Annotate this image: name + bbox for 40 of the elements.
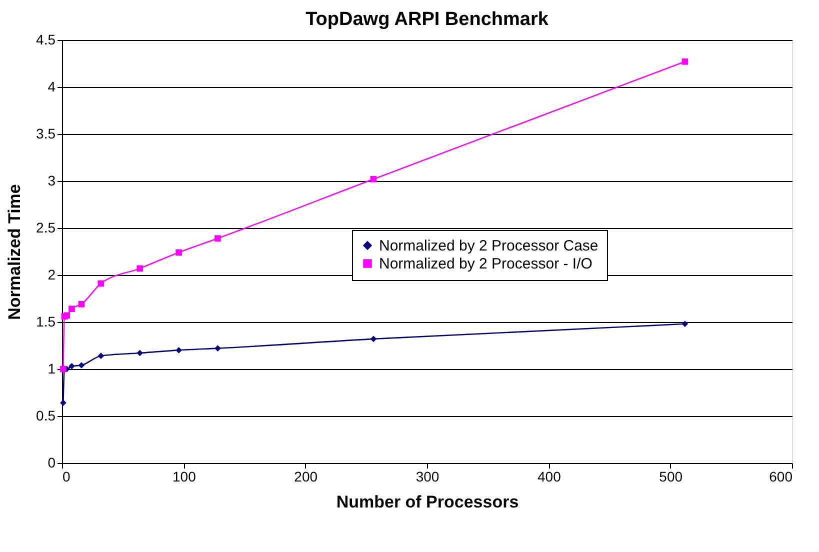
y-axis-title: Normalized Time <box>5 184 24 320</box>
x-axis-title: Number of Processors <box>336 492 519 512</box>
y-tick-label: 0 <box>48 454 56 470</box>
point <box>78 362 85 368</box>
y-tick-label: 3 <box>48 172 56 188</box>
x-tick-label: 200 <box>294 468 318 484</box>
y-tick-label: 1 <box>48 360 56 376</box>
point <box>136 265 144 272</box>
point <box>214 345 221 352</box>
y-tick-label: 4.5 <box>36 32 56 48</box>
point <box>64 312 70 319</box>
x-tick-label: 400 <box>537 468 562 484</box>
y-tick-label: 3.5 <box>36 126 56 142</box>
point <box>68 306 75 312</box>
x-tick-label: 500 <box>659 468 683 484</box>
legend-label: Normalized by 2 Processor - I/O <box>379 256 592 272</box>
point <box>78 300 85 308</box>
point <box>176 347 182 354</box>
point <box>370 176 377 182</box>
legend-label: Normalized by 2 Processor Case <box>379 238 598 254</box>
point <box>98 352 104 359</box>
y-tick-label: 2 <box>48 266 56 282</box>
point <box>136 350 144 356</box>
x-tick-label: 600 <box>769 468 793 484</box>
point <box>176 249 182 256</box>
point <box>682 320 688 328</box>
point <box>98 280 104 287</box>
y-tick-label: 0.5 <box>36 408 56 424</box>
x-tick-label: 300 <box>416 468 440 484</box>
point <box>60 400 66 406</box>
x-tick-label: 100 <box>172 468 196 484</box>
point <box>370 336 377 342</box>
point <box>682 58 688 65</box>
x-tick-label: 0 <box>62 468 70 484</box>
y-tick-label: 4 <box>48 78 56 94</box>
point <box>214 235 221 242</box>
chart-title: TopDawg ARPI Benchmark <box>306 9 549 30</box>
point <box>68 363 75 370</box>
y-tick-label: 2.5 <box>36 220 56 236</box>
y-tick-label: 1.5 <box>36 314 56 330</box>
